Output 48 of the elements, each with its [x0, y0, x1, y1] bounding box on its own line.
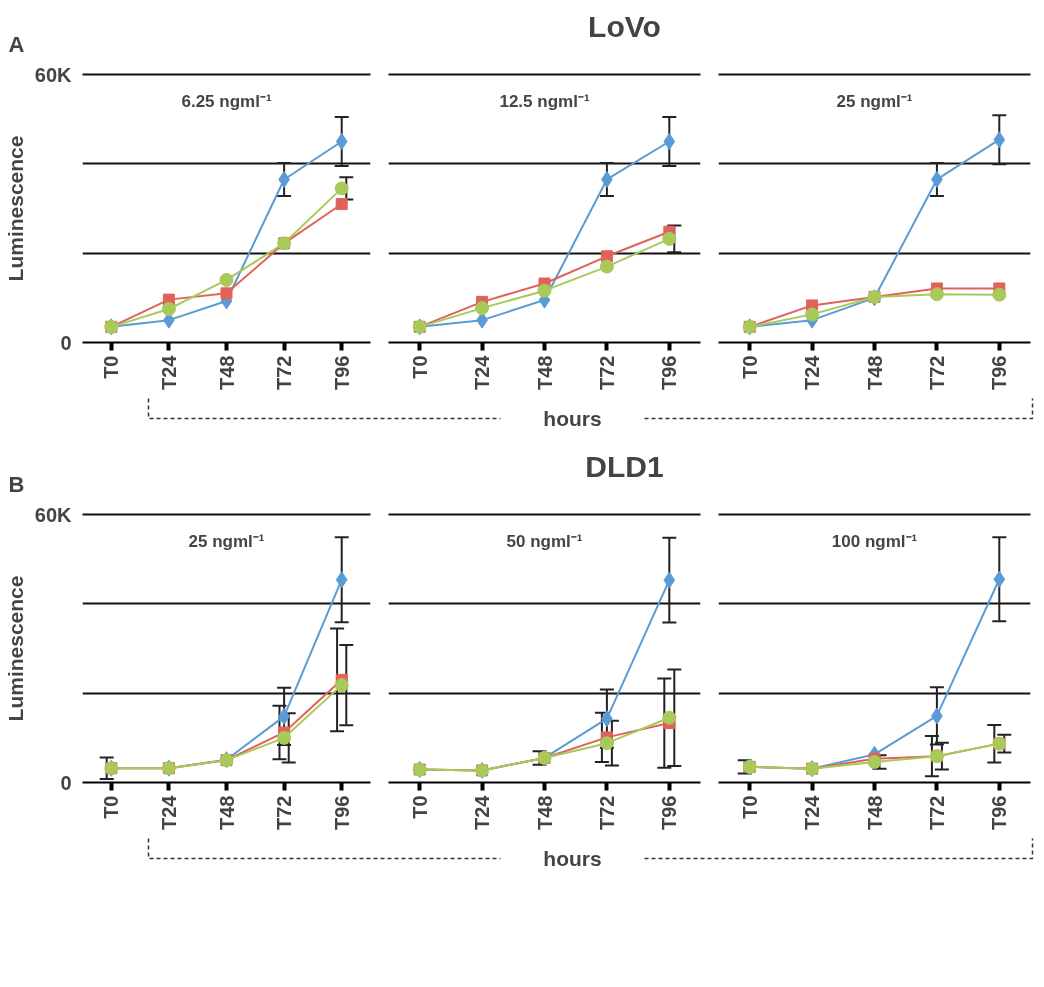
x-tick-label: T72: [925, 355, 948, 390]
y-tick-label: 0: [60, 331, 72, 354]
x-tick-label: T48: [215, 795, 238, 830]
x-tick-label: T48: [533, 795, 556, 830]
x-tick-label: T96: [988, 795, 1011, 830]
x-tick-label: T96: [658, 795, 681, 830]
x-tick-label: T24: [801, 354, 824, 390]
text: 50 ngml⁻¹: [506, 531, 583, 551]
x-tick-label: T24: [471, 354, 494, 390]
text: 6.25 ngml⁻¹: [181, 91, 272, 111]
x-tick-label: T96: [988, 355, 1011, 390]
text: 12.5 ngml⁻¹: [499, 91, 590, 111]
x-tick-label: T48: [863, 795, 886, 830]
x-tick-label: T24: [801, 794, 824, 830]
x-tick-label: T24: [157, 794, 180, 830]
x-tick-label: T72: [595, 355, 618, 390]
y-tick-label: 60K: [34, 503, 73, 526]
text: A: [8, 31, 25, 57]
x-axis-title: hours: [543, 407, 602, 430]
x-tick-label: T0: [100, 795, 123, 819]
x-tick-label: T48: [215, 355, 238, 390]
x-tick-label: T0: [738, 355, 761, 379]
x-tick-label: T0: [408, 355, 431, 379]
x-tick-label: T72: [595, 795, 618, 830]
x-tick-label: T0: [408, 795, 431, 819]
x-tick-label: T96: [330, 355, 353, 390]
y-axis-title: Luminescence: [3, 575, 27, 722]
x-tick-label: T48: [863, 355, 886, 390]
chart-title: DLD1: [585, 449, 664, 483]
text: 25 ngml⁻¹: [188, 531, 265, 551]
text: 25 ngml⁻¹: [836, 91, 913, 111]
y-tick-label: 60K: [34, 63, 73, 86]
y-tick-label: 0: [60, 771, 72, 794]
x-axis-title: hours: [543, 847, 602, 870]
x-tick-label: T72: [925, 795, 948, 830]
x-tick-label: T48: [533, 355, 556, 390]
y-axis-title: Luminescence: [3, 135, 27, 282]
chart-title: LoVo: [588, 9, 661, 43]
x-tick-label: T0: [738, 795, 761, 819]
x-tick-label: T72: [273, 795, 296, 830]
x-tick-label: T96: [658, 355, 681, 390]
text: 100 ngml⁻¹: [831, 531, 918, 551]
text: B: [8, 471, 25, 497]
x-tick-label: T96: [330, 795, 353, 830]
x-tick-label: T24: [471, 794, 494, 830]
x-tick-label: T24: [157, 354, 180, 390]
x-tick-label: T72: [273, 355, 296, 390]
x-tick-label: T0: [100, 355, 123, 379]
